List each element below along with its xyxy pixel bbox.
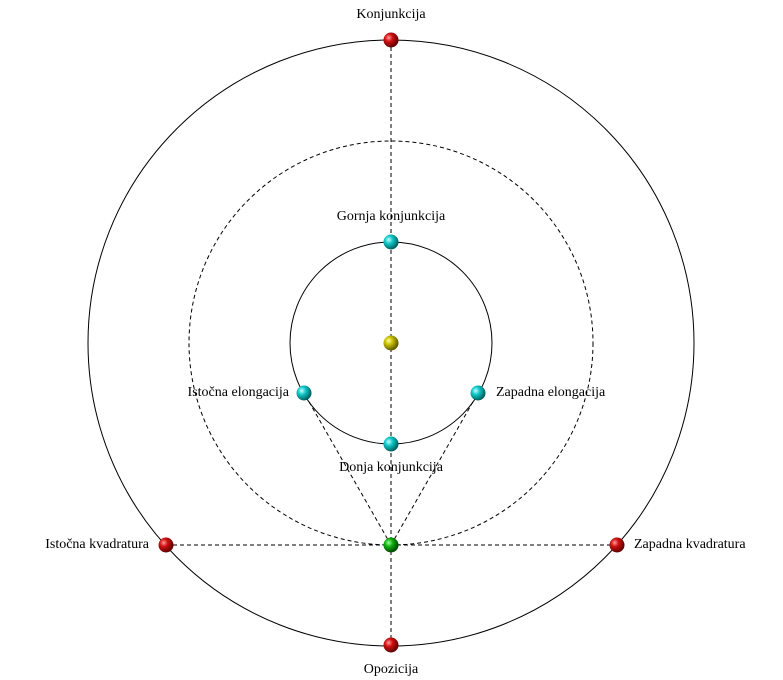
planet-position [383,234,399,250]
planet-position [383,436,399,452]
position-label: Zapadna kvadratura [634,537,746,552]
bodies [383,335,399,553]
position-label: Opozicija [364,662,419,677]
position-label: Gornja konjunkcija [337,209,446,224]
position-label: Konjunkcija [356,7,426,22]
sight-line [303,392,392,546]
position-label: Istočna elongacija [188,385,290,400]
planet-position [383,32,399,48]
sun [383,335,399,351]
planet-position [296,385,312,401]
sight-line [390,392,479,546]
planet-position [383,637,399,653]
position-label: Istočna kvadratura [45,537,150,552]
position-label: Zapadna elongacija [496,385,606,400]
planet-position [470,385,486,401]
earth [383,537,399,553]
position-label: Donja konjunkcija [339,460,444,475]
planet-position [609,537,625,553]
planet-position [158,537,174,553]
